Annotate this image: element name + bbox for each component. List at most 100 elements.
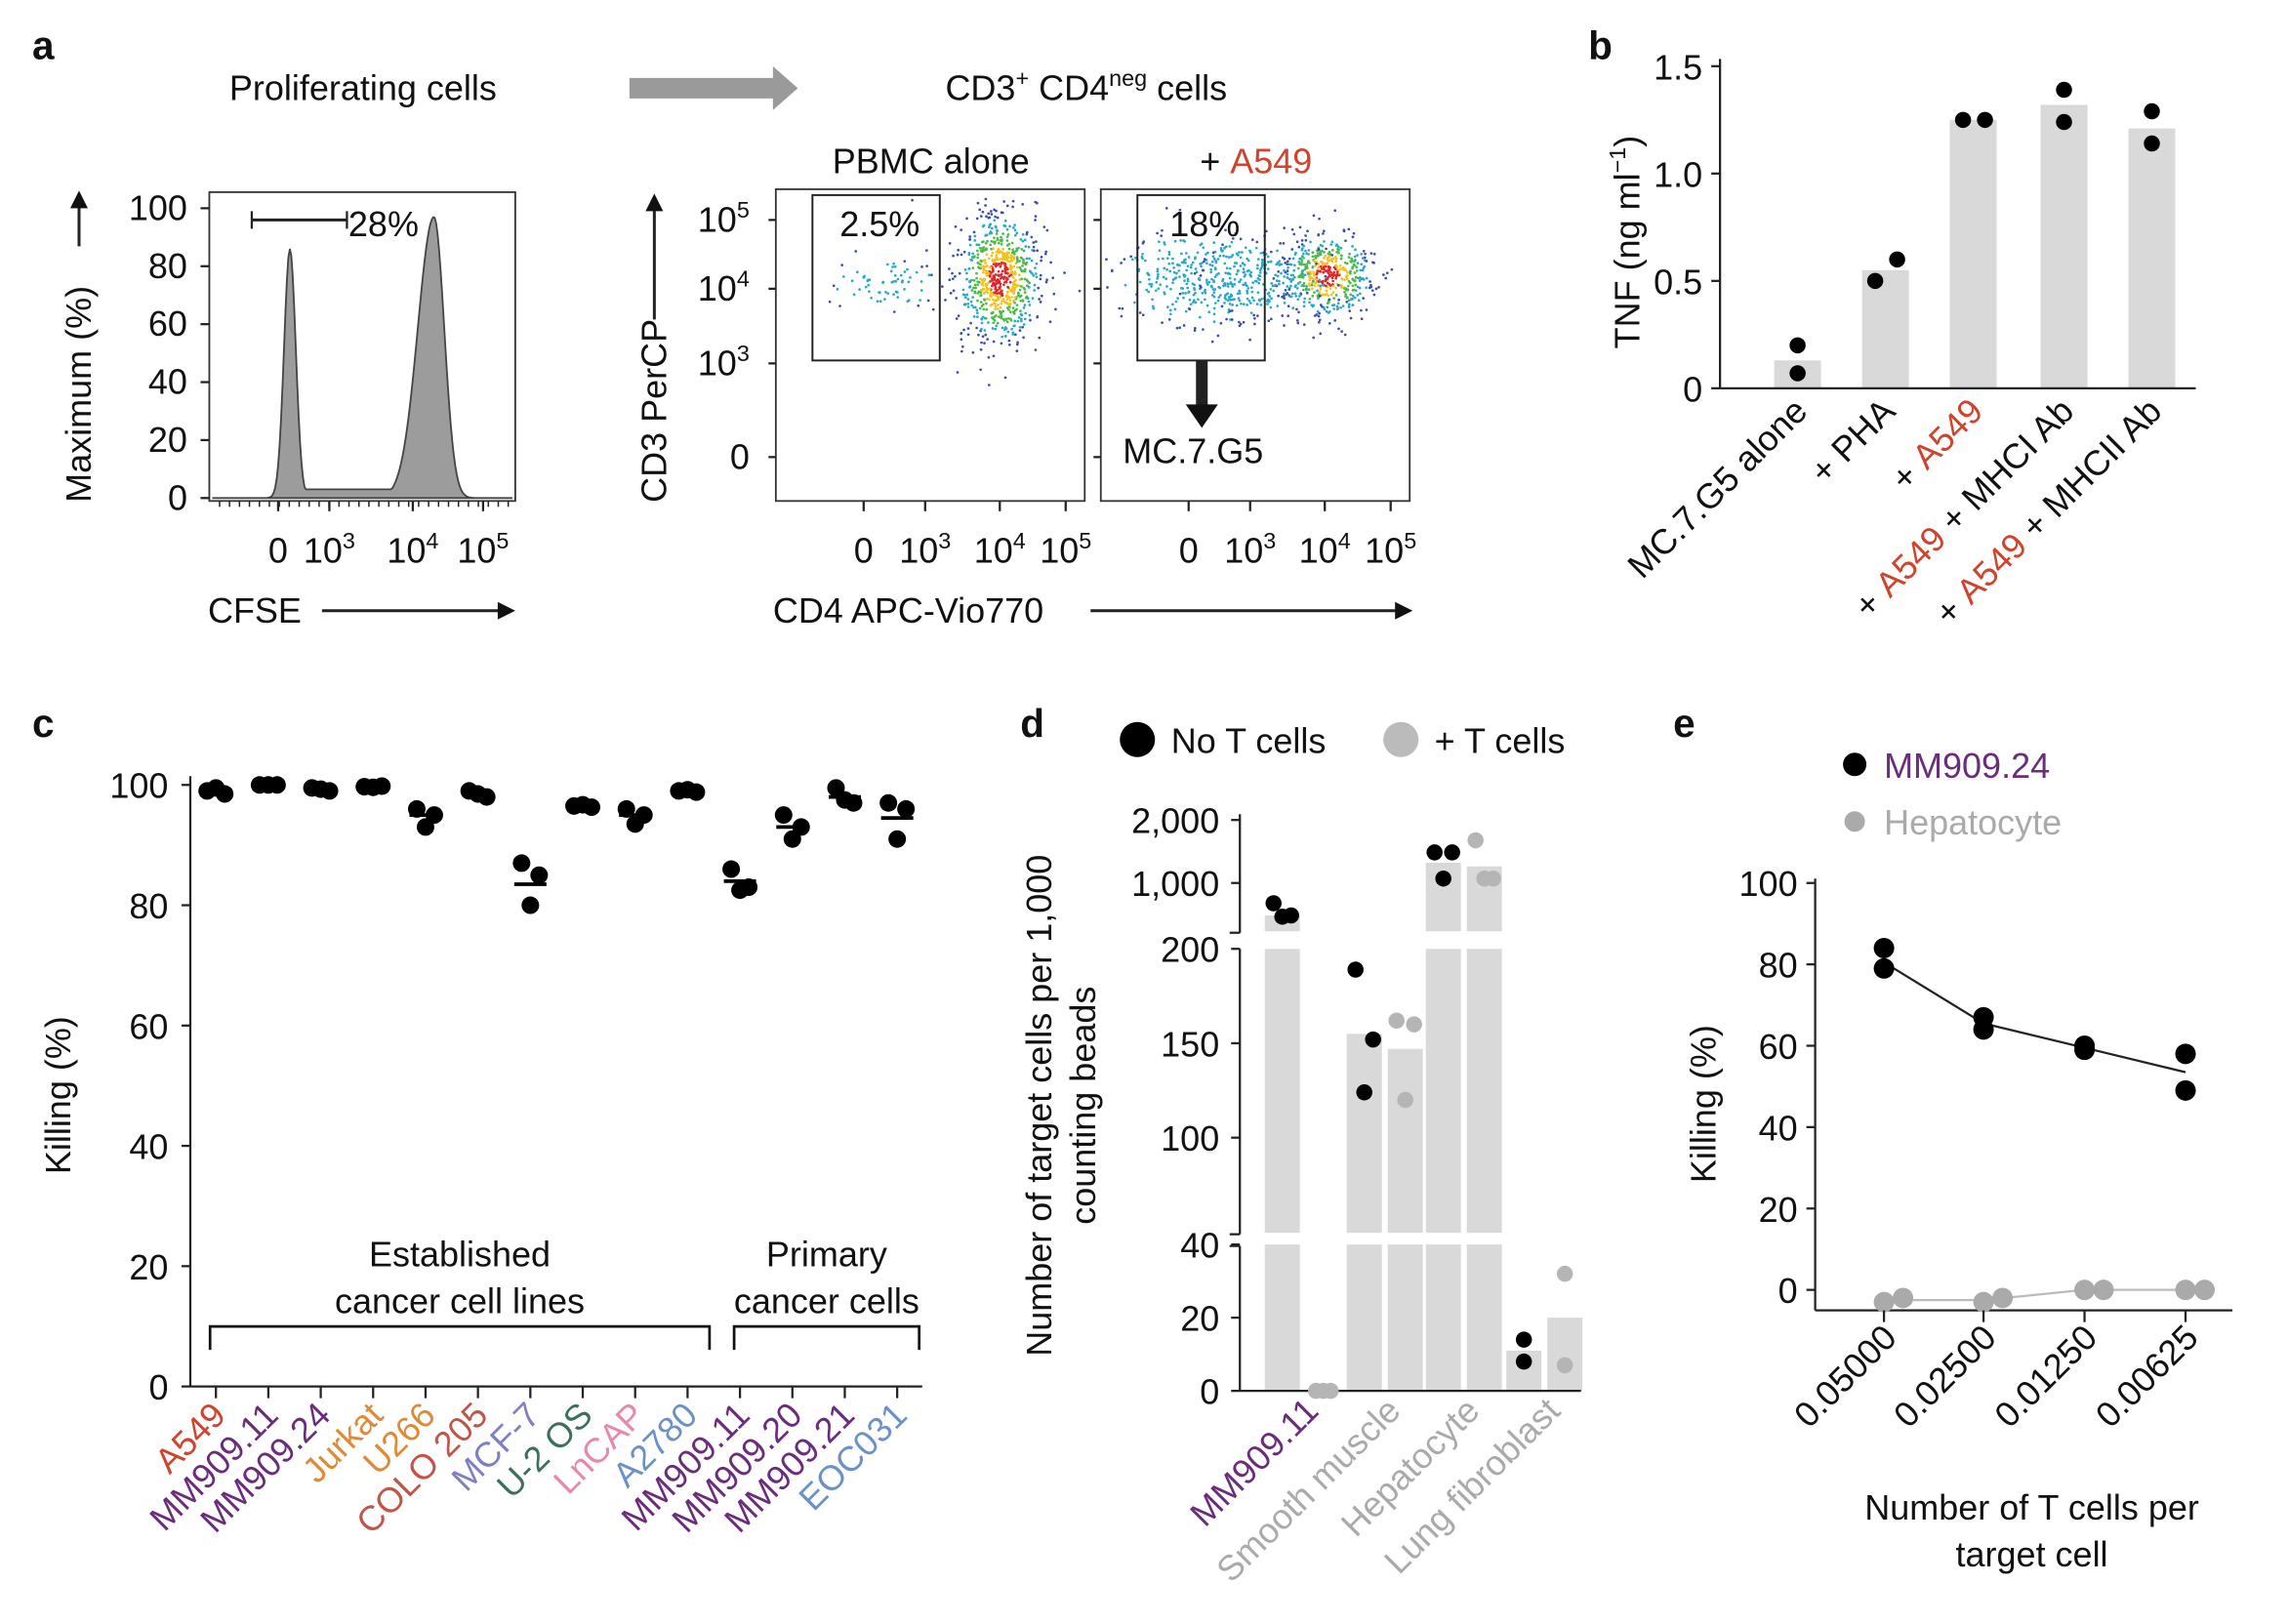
flow-event [989,210,993,213]
flow-event [971,252,975,256]
flow-event [1000,314,1003,318]
flow-event [1008,260,1012,264]
flow-event [1013,233,1017,237]
flow-event [1328,267,1331,271]
flow-event [1016,341,1019,345]
killing-data-point [722,860,741,878]
flow-event [1004,327,1008,331]
flow-event [1385,271,1389,275]
flow-event [969,321,972,325]
y-tick-label: 200 [1161,930,1219,970]
flow-event [1287,277,1291,281]
killing-data-point [836,791,854,809]
flow-event [1314,281,1317,285]
flow-plot-frame [1099,187,1411,503]
flow-event [1256,264,1259,267]
flow-event [1235,272,1239,276]
flow-event [1013,228,1017,232]
category-label: + PHA [1802,390,1902,491]
flow-event [1308,278,1312,282]
y-tick-label: 80 [148,246,187,286]
flow-event [993,219,997,223]
flow-event [1361,257,1365,260]
flow-event [1293,285,1297,289]
flow-event [976,253,980,257]
flow-event [1351,277,1355,281]
flow-event [1171,303,1174,306]
flow-event [1349,316,1353,320]
flow-event [1230,309,1234,312]
killing-data-point [783,830,801,848]
flow-event [1277,269,1281,273]
group-label: cancer cells [734,1281,919,1321]
flow-event [1020,269,1024,273]
flow-event [961,288,965,292]
flow-event [1224,271,1228,275]
flow-event [1000,311,1003,315]
flow-event [1246,292,1249,295]
flow-event [1358,286,1362,290]
flow-event [1023,291,1027,294]
flow-event [1120,262,1123,264]
flow-event [1157,287,1161,291]
flow-event [980,321,984,325]
flow-event [1289,284,1292,288]
flow-event [926,299,930,303]
flow-event [1317,263,1320,265]
flow-event [1008,310,1012,314]
panel-letter-a: a [32,22,55,67]
flow-event [1223,284,1227,287]
flow-plot-2 [1105,207,1394,344]
flow-event [965,277,968,281]
flow-event [1123,258,1126,261]
flow-event [1286,260,1289,264]
flow-event [1168,308,1172,312]
ratio-label: 0.05000 [1786,1317,1904,1435]
flow-event [1330,240,1334,244]
flow-event [1300,239,1304,242]
flow-event [1260,258,1264,262]
flow-event [1360,317,1364,321]
x-tick-label-part: 4 [426,528,438,553]
flow-event [982,223,986,227]
flow-event [1384,276,1388,280]
flow-event [1000,242,1003,246]
flow-event [1013,296,1017,300]
flow-event [1289,263,1293,266]
flow-event [960,338,963,342]
flow-event [1027,286,1031,289]
flow-event [1290,227,1294,231]
flow-event [1318,269,1322,273]
flow-event [960,331,963,335]
flow-event [1339,246,1343,250]
flow-event [1078,289,1082,293]
legend-marker [1844,811,1865,832]
tnf-bar [1861,269,1909,388]
flow-section-title-part: cells [1147,67,1227,107]
flow-event [1269,250,1273,254]
y-tick-label: 0.5 [1654,262,1702,302]
flow-event [1331,257,1335,261]
flow-event [1237,320,1241,324]
flow-event [996,228,999,232]
flow-event [979,288,983,292]
flow-event [1198,278,1201,281]
flow-event [1138,280,1142,284]
flow-event [1287,265,1289,269]
flow-event [1220,304,1224,308]
flow-event [1224,228,1227,232]
flow-event [1300,248,1304,252]
flow-event [1231,285,1235,288]
legend-label: MM909.24 [1884,746,2050,786]
flow-event [1193,287,1196,290]
flow-event [1212,257,1216,261]
flow-event [1298,257,1301,261]
flow-event [1036,201,1039,205]
flow-event [1323,257,1326,260]
flow-event [1001,289,1003,293]
flow-event [1250,290,1254,294]
flow-event [1248,273,1252,276]
y-axis-label-part: −1 [1605,147,1630,174]
flow-event [979,249,983,253]
flow-event [1233,298,1236,302]
